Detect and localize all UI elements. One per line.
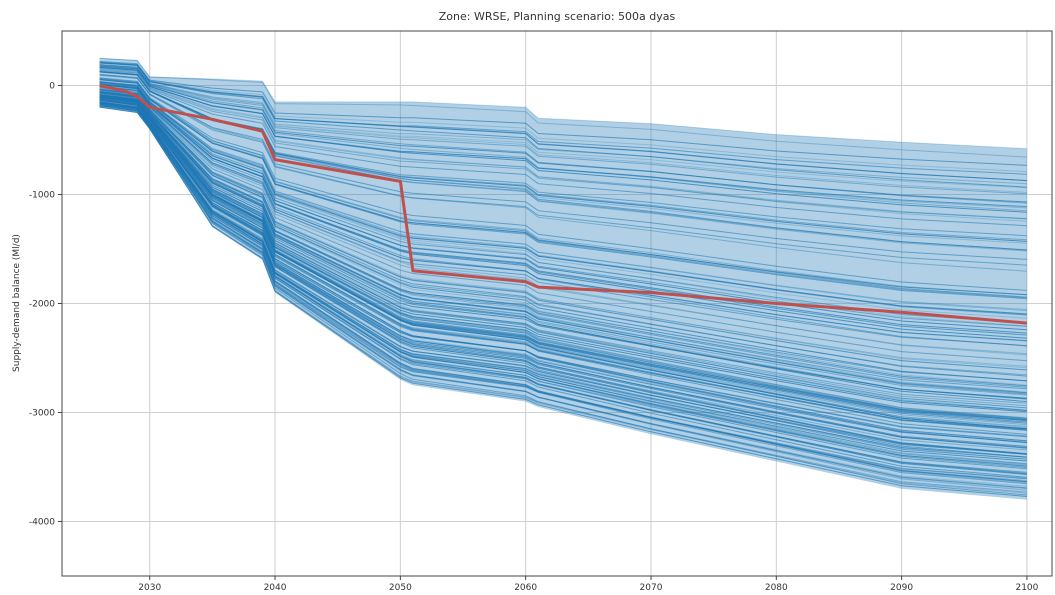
ensemble-trace [99,91,1027,395]
ensemble-trace [99,68,1027,220]
ensemble-trace [99,101,1027,468]
ensemble-trace [99,74,1027,266]
ensemble-trace [99,96,1027,424]
ensemble-trace [99,64,1027,195]
x-tick-label: 2030 [138,583,161,593]
ensemble-trace [99,87,1027,362]
ensemble-trace [99,65,1027,203]
ensemble-trace [99,73,1027,272]
ensemble-trace [99,71,1027,241]
y-tick-label: 0 [49,82,55,92]
chart-title: Zone: WRSE, Planning scenario: 500a dyas [439,10,676,23]
ensemble-trace [99,90,1027,387]
ensemble-trace [99,103,1027,483]
x-tick-label: 2080 [765,583,788,593]
ensemble-trace [99,105,1027,487]
ensemble-trace [99,64,1027,193]
y-axis-label: Supply-demand balance (Ml/d) [12,234,22,372]
ensemble-trace [99,67,1027,208]
ensemble-trace [99,84,1027,347]
ensemble-trace [99,93,1027,399]
y-tick-label: -3000 [29,409,55,419]
ensemble-trace [99,71,1027,252]
ensemble-trace [99,66,1027,209]
ensemble-trace [99,57,1027,158]
ensemble-trace [99,62,1027,182]
ensemble-trace [99,68,1027,220]
ensemble-trace [99,96,1027,435]
y-axis: 0 -1000 -2000 -3000 -4000 [29,82,62,528]
ensemble-trace [99,84,1027,336]
x-tick-label: 2100 [1015,583,1038,593]
highlight-series-line [99,84,1028,325]
ensemble-trace [99,85,1027,342]
y-tick-label: -1000 [29,191,55,201]
ensemble-trace [99,92,1027,390]
ensemble-trace [99,77,1027,291]
y-tick-label: -4000 [29,518,55,528]
ensemble-trace [99,99,1027,447]
ensemble-trace [99,64,1027,185]
ensemble-trace [99,91,1027,394]
x-axis: 2030 2040 2050 2060 2070 2080 2090 2100 [138,576,1039,593]
ensemble-trace [99,105,1027,489]
ensemble-trace [99,89,1027,367]
ensemble-trace [99,61,1027,173]
ensemble-trace [99,105,1027,479]
x-tick-label: 2090 [890,583,913,593]
ensemble-trace [99,85,1027,356]
ensemble-trace [99,101,1027,465]
ensemble-trace [99,86,1027,355]
ensemble-trace [99,61,1027,166]
ensemble-trace [99,71,1027,244]
ensemble-trace [99,94,1027,411]
x-tick-label: 2060 [514,583,537,593]
ensemble-trace [99,71,1027,251]
ensemble-trace [99,97,1027,430]
ensemble-trace [99,83,1027,331]
ensemble-trace [99,64,1027,189]
ensemble-trace [99,106,1027,497]
ensemble-trace [99,85,1027,342]
ensemble-trace [99,86,1027,347]
highlight-line [99,84,1028,325]
ensemble-trace [99,92,1027,396]
ensemble-trace [99,67,1027,222]
ensemble-trace [99,82,1027,324]
ensemble-trace [99,94,1027,420]
ensemble-trace [99,58,1027,150]
ensemble-trace [99,71,1027,237]
ensemble-trace [99,74,1027,260]
x-tick-label: 2040 [264,583,287,593]
ensemble-trace [99,88,1027,369]
ensemble-trace [99,106,1027,493]
ensemble-trace [99,89,1027,382]
ensemble-trace [99,102,1027,478]
ensemble-trace [99,69,1027,227]
ensemble-trace [99,98,1027,438]
ensemble-trace [99,100,1027,460]
y-tick-label: -2000 [29,300,55,310]
x-tick-label: 2050 [389,583,412,593]
x-tick-label: 2070 [640,583,663,593]
ensemble-trace [99,89,1027,386]
ensemble-trace [99,104,1027,491]
